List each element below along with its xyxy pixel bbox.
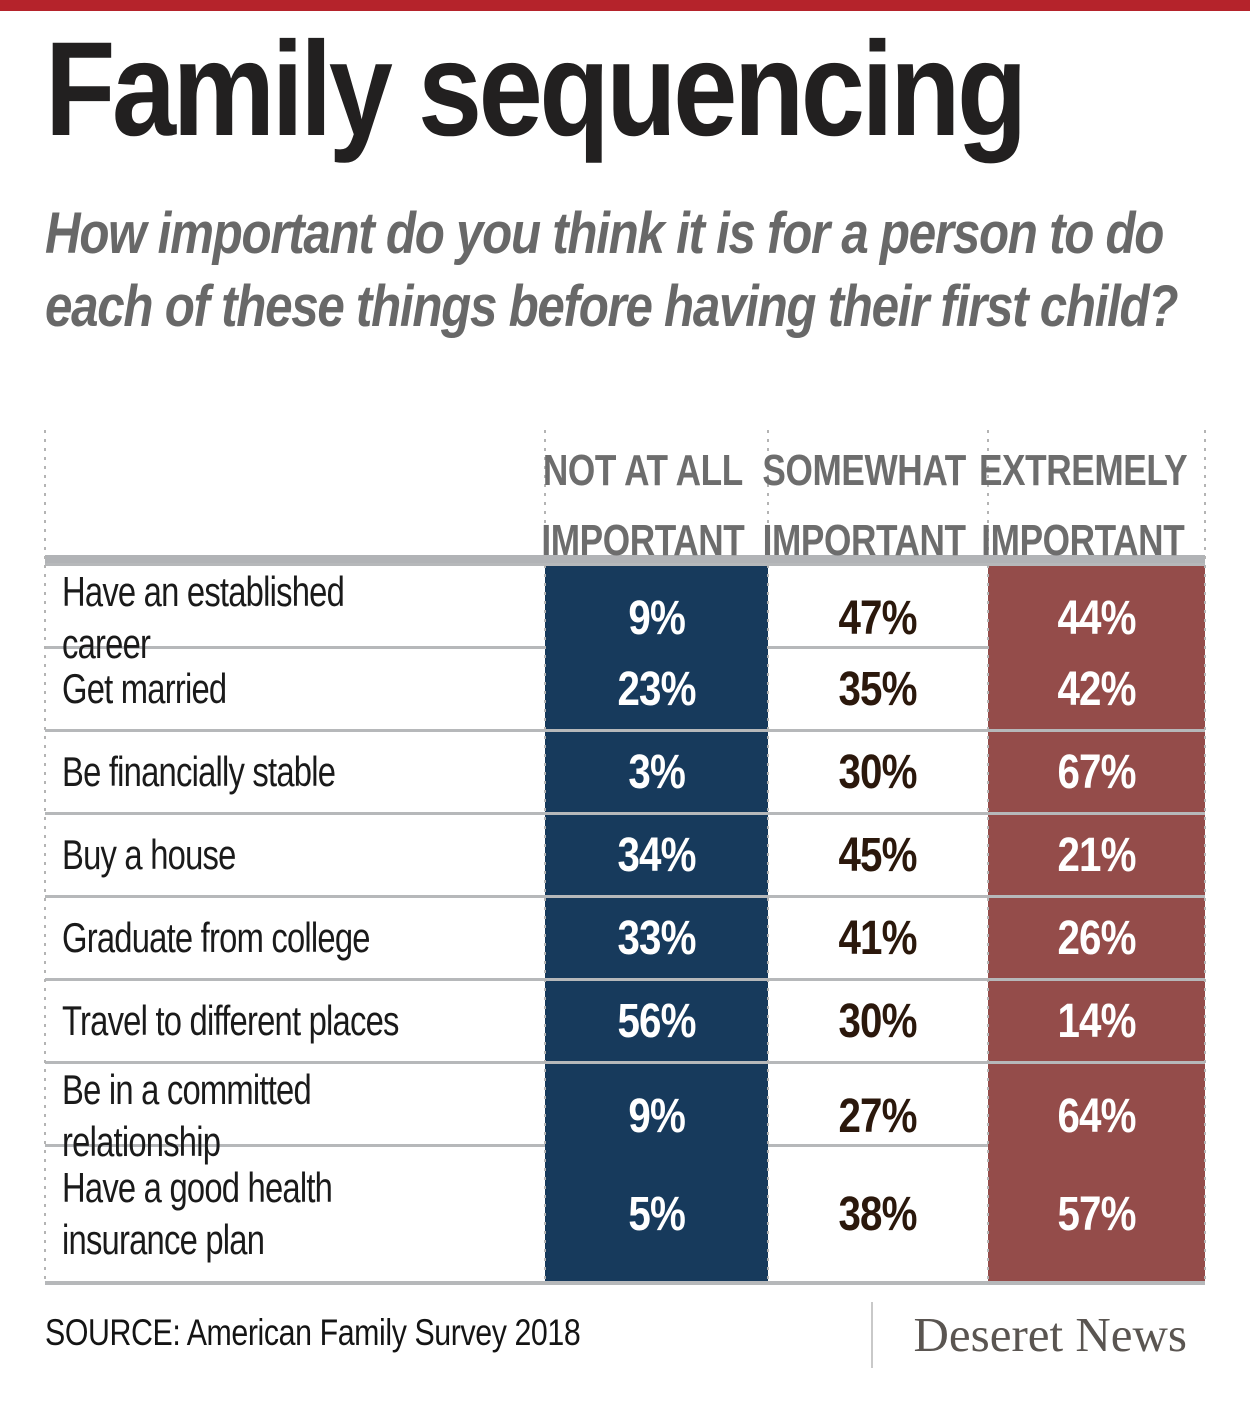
table-body: Have an established career 9% 47% 44% Ge…	[45, 563, 1205, 1285]
value-cell-not-at-all: 5%	[545, 1147, 768, 1281]
page-title: Family sequencing	[45, 15, 1027, 164]
value-not-at-all: 9%	[628, 1089, 685, 1143]
row-label: Be financially stable	[62, 748, 336, 795]
value-somewhat: 30%	[838, 994, 918, 1048]
value-somewhat: 35%	[838, 662, 918, 716]
value-cell-extremely: 42%	[988, 649, 1205, 729]
column-header-label: SOMEWHAT IMPORTANT	[762, 446, 967, 565]
row-label: Travel to different places	[62, 997, 399, 1044]
row-label-cell: Have a good health insurance plan	[45, 1147, 545, 1281]
value-somewhat: 27%	[838, 1089, 918, 1143]
table-row: Be in a committed relationship 9% 27% 64…	[45, 1061, 1205, 1168]
value-somewhat: 45%	[838, 828, 918, 882]
page-subtitle: How important do you think it is for a p…	[45, 201, 1179, 339]
table-row: Graduate from college 33% 41% 26%	[45, 895, 1205, 978]
row-label-cell: Get married	[45, 649, 545, 729]
value-cell-extremely: 67%	[988, 732, 1205, 812]
value-cell-not-at-all: 56%	[545, 981, 768, 1061]
column-header-not-at-all: NOT AT ALL IMPORTANT	[541, 430, 768, 576]
column-divider	[1204, 430, 1206, 1285]
value-not-at-all: 33%	[617, 911, 696, 965]
value-not-at-all: 56%	[617, 994, 696, 1048]
row-label-cell: Graduate from college	[45, 898, 545, 978]
row-label-column-header	[45, 430, 545, 436]
value-not-at-all: 34%	[617, 828, 696, 882]
table-row: Have a good health insurance plan 5% 38%…	[45, 1144, 1205, 1281]
value-not-at-all: 9%	[628, 591, 685, 645]
table-row: Buy a house 34% 45% 21%	[45, 812, 1205, 895]
row-label-cell: Travel to different places	[45, 981, 545, 1061]
value-cell-somewhat: 30%	[768, 732, 988, 812]
value-cell-not-at-all: 33%	[545, 898, 768, 978]
row-label-cell: Be in a committed relationship	[45, 1064, 545, 1168]
value-not-at-all: 3%	[628, 745, 685, 799]
footer: SOURCE: American Family Survey 2018 Dese…	[45, 1298, 1205, 1378]
value-extremely: 21%	[1057, 828, 1136, 882]
column-divider	[767, 430, 769, 1285]
value-cell-somewhat: 41%	[768, 898, 988, 978]
value-extremely: 42%	[1057, 662, 1136, 716]
row-label: Graduate from college	[62, 914, 371, 961]
value-cell-extremely: 21%	[988, 815, 1205, 895]
table-header-row: NOT AT ALL IMPORTANT SOMEWHAT IMPORTANT …	[45, 430, 1205, 565]
value-cell-extremely: 57%	[988, 1147, 1205, 1281]
value-extremely: 64%	[1057, 1089, 1136, 1143]
value-extremely: 67%	[1057, 745, 1136, 799]
row-label-cell: Buy a house	[45, 815, 545, 895]
row-label: Be in a committed relationship	[62, 1066, 312, 1165]
value-extremely: 57%	[1057, 1187, 1136, 1241]
value-cell-somewhat: 30%	[768, 981, 988, 1061]
importance-table: NOT AT ALL IMPORTANT SOMEWHAT IMPORTANT …	[44, 430, 1206, 1285]
column-header-somewhat: SOMEWHAT IMPORTANT	[763, 430, 988, 576]
value-somewhat: 30%	[838, 745, 918, 799]
value-not-at-all: 23%	[617, 662, 696, 716]
value-extremely: 26%	[1057, 911, 1136, 965]
value-cell-somewhat: 45%	[768, 815, 988, 895]
value-cell-extremely: 26%	[988, 898, 1205, 978]
value-cell-somewhat: 38%	[768, 1147, 988, 1281]
row-label: Have an established career	[62, 568, 345, 667]
column-header-label: NOT AT ALL IMPORTANT	[541, 446, 745, 565]
value-not-at-all: 5%	[628, 1187, 685, 1241]
header-separator	[45, 555, 1205, 563]
value-cell-not-at-all: 23%	[545, 649, 768, 729]
row-label: Get married	[62, 665, 227, 712]
row-label: Buy a house	[62, 831, 236, 878]
column-header-extremely: EXTREMELY IMPORTANT	[979, 430, 1205, 576]
top-accent-bar	[0, 0, 1250, 11]
value-extremely: 44%	[1057, 591, 1136, 645]
column-divider	[987, 430, 989, 1285]
column-header-label: EXTREMELY IMPORTANT	[979, 446, 1188, 565]
brand-logo: Deseret News	[913, 1307, 1187, 1362]
value-cell-somewhat: 47%	[768, 566, 988, 670]
value-somewhat: 47%	[838, 591, 918, 645]
source-text: SOURCE: American Family Survey 2018	[45, 1312, 581, 1353]
value-extremely: 14%	[1057, 994, 1136, 1048]
row-label-cell: Be financially stable	[45, 732, 545, 812]
footer-divider	[871, 1302, 873, 1368]
value-cell-extremely: 14%	[988, 981, 1205, 1061]
column-divider	[544, 430, 546, 1285]
value-cell-somewhat: 35%	[768, 649, 988, 729]
value-cell-not-at-all: 34%	[545, 815, 768, 895]
row-label-cell: Have an established career	[45, 566, 545, 670]
value-cell-not-at-all: 3%	[545, 732, 768, 812]
value-cell-somewhat: 27%	[768, 1064, 988, 1168]
value-somewhat: 38%	[838, 1187, 918, 1241]
row-label: Have a good health insurance plan	[62, 1164, 333, 1263]
table-row: Be financially stable 3% 30% 67%	[45, 729, 1205, 812]
table-row: Travel to different places 56% 30% 14%	[45, 978, 1205, 1061]
value-somewhat: 41%	[838, 911, 918, 965]
column-divider	[44, 430, 46, 1285]
